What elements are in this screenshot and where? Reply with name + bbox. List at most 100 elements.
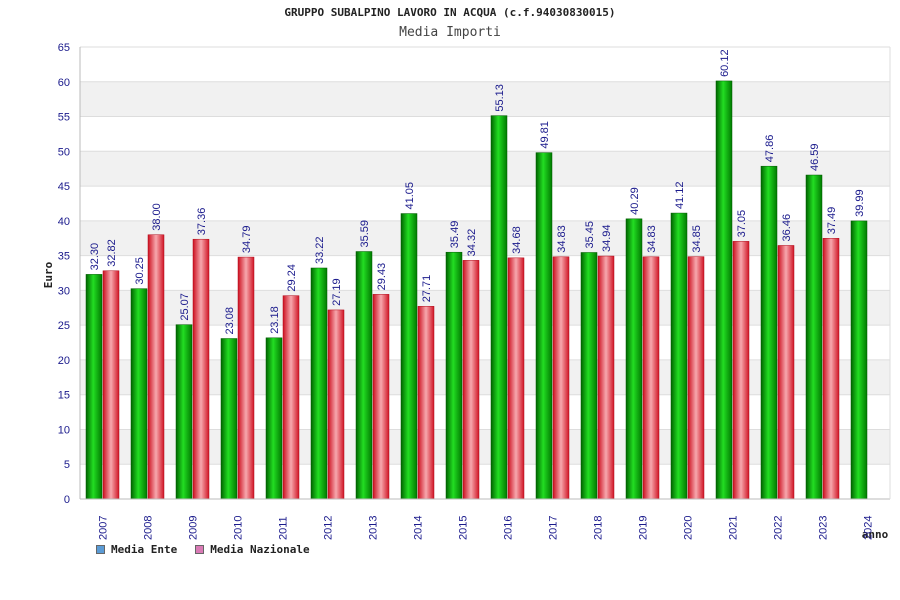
data-label: 40.29 (629, 187, 641, 215)
y-tick-label: 65 (58, 42, 70, 54)
bars (85, 80, 868, 500)
bar-media-nazionale (597, 255, 615, 500)
y-tick-label: 5 (64, 459, 70, 471)
bar-media-ente (265, 337, 283, 500)
bar-media-nazionale (192, 238, 210, 500)
y-tick-label: 45 (58, 181, 70, 193)
bar-media-ente (400, 213, 418, 500)
bar-media-ente (220, 338, 238, 500)
legend-swatch-media-ente (96, 545, 105, 554)
legend-label-media-nazionale: Media Nazionale (210, 543, 310, 556)
grid-band (80, 81, 890, 117)
data-label: 34.85 (691, 225, 703, 253)
data-label: 49.81 (539, 121, 551, 149)
data-label: 25.07 (179, 293, 191, 321)
data-label: 60.12 (719, 49, 731, 77)
bar-media-nazionale (507, 257, 525, 500)
x-tick-label: 2009 (188, 516, 200, 540)
y-tick-label: 25 (58, 320, 70, 332)
x-tick-label: 2016 (503, 516, 515, 540)
data-label: 30.25 (134, 257, 146, 285)
x-tick-label: 2013 (368, 516, 380, 540)
bar-media-ente (625, 218, 643, 500)
data-label: 47.86 (764, 135, 776, 163)
y-tick-label: 10 (58, 424, 70, 436)
bar-media-ente (535, 152, 553, 500)
grid-band (80, 429, 890, 465)
data-label: 23.08 (224, 307, 236, 335)
data-label: 35.59 (359, 220, 371, 248)
bar-media-ente (310, 267, 328, 500)
bar-media-nazionale (282, 295, 300, 500)
data-label: 34.32 (466, 229, 478, 257)
legend: Media Ente Media Nazionale (96, 543, 310, 556)
bar-media-nazionale (687, 256, 705, 500)
data-label: 46.59 (809, 143, 821, 171)
x-tick-label: 2022 (773, 516, 785, 540)
bar-media-ente (715, 80, 733, 500)
y-tick-label: 15 (58, 390, 70, 402)
data-label: 41.05 (404, 182, 416, 210)
bar-media-nazionale (642, 256, 660, 500)
bar-media-ente (850, 220, 868, 500)
data-label: 35.45 (584, 221, 596, 249)
x-tick-label: 2018 (593, 516, 605, 540)
data-label: 27.19 (331, 278, 343, 306)
bar-media-nazionale (822, 238, 840, 500)
y-tick-label: 20 (58, 355, 70, 367)
bar-media-nazionale (372, 294, 390, 500)
data-label: 38.00 (151, 203, 163, 231)
y-tick-label: 30 (58, 285, 70, 297)
data-label: 34.94 (601, 225, 613, 253)
data-label: 37.05 (736, 210, 748, 238)
x-tick-label: 2021 (728, 516, 740, 540)
x-tick-label: 2020 (683, 516, 695, 540)
bar-media-ente (490, 115, 508, 500)
bar-media-ente (85, 274, 103, 500)
bar-media-ente (445, 251, 463, 500)
data-label: 34.83 (556, 225, 568, 253)
grid-band (80, 151, 890, 187)
y-tick-label: 60 (58, 77, 70, 89)
legend-item-media-nazionale: Media Nazionale (195, 543, 310, 556)
data-label: 34.83 (646, 225, 658, 253)
data-label: 29.24 (286, 264, 298, 292)
x-tick-label: 2023 (818, 516, 830, 540)
data-label: 23.18 (269, 306, 281, 334)
data-label: 36.46 (781, 214, 793, 242)
legend-item-media-ente: Media Ente (96, 543, 177, 556)
bar-media-nazionale (417, 306, 435, 500)
grid-band (80, 220, 890, 256)
bar-media-ente (670, 212, 688, 500)
bar-media-ente (580, 252, 598, 500)
y-tick-label: 35 (58, 251, 70, 263)
data-label: 32.82 (106, 239, 118, 267)
chart-title: GRUPPO SUBALPINO LAVORO IN ACQUA (c.f.94… (284, 6, 616, 19)
x-tick-label: 2010 (233, 516, 245, 540)
grid-band (80, 359, 890, 395)
data-label: 34.79 (241, 226, 253, 254)
bar-media-ente (175, 324, 193, 500)
data-label: 37.49 (826, 207, 838, 235)
legend-label-media-ente: Media Ente (111, 543, 178, 556)
data-label: 55.13 (494, 84, 506, 112)
bar-media-ente (760, 165, 778, 500)
data-label: 32.30 (89, 243, 101, 271)
x-tick-label: 2008 (143, 516, 155, 540)
x-tick-label: 2007 (98, 516, 110, 540)
data-label: 29.43 (376, 263, 388, 291)
x-axis-label: anno (862, 528, 889, 541)
bar-media-nazionale (552, 256, 570, 500)
bar-media-ente (130, 288, 148, 500)
data-label: 33.22 (314, 236, 326, 264)
bar-media-nazionale (102, 270, 120, 500)
bar-media-nazionale (237, 256, 255, 500)
data-label: 41.12 (674, 182, 686, 210)
x-tick-label: 2012 (323, 516, 335, 540)
bar-media-ente (355, 251, 373, 500)
x-tick-label: 2024 (863, 516, 875, 540)
x-tick-label: 2019 (638, 516, 650, 540)
bar-media-nazionale (777, 245, 795, 500)
y-tick-label: 0 (64, 494, 70, 506)
